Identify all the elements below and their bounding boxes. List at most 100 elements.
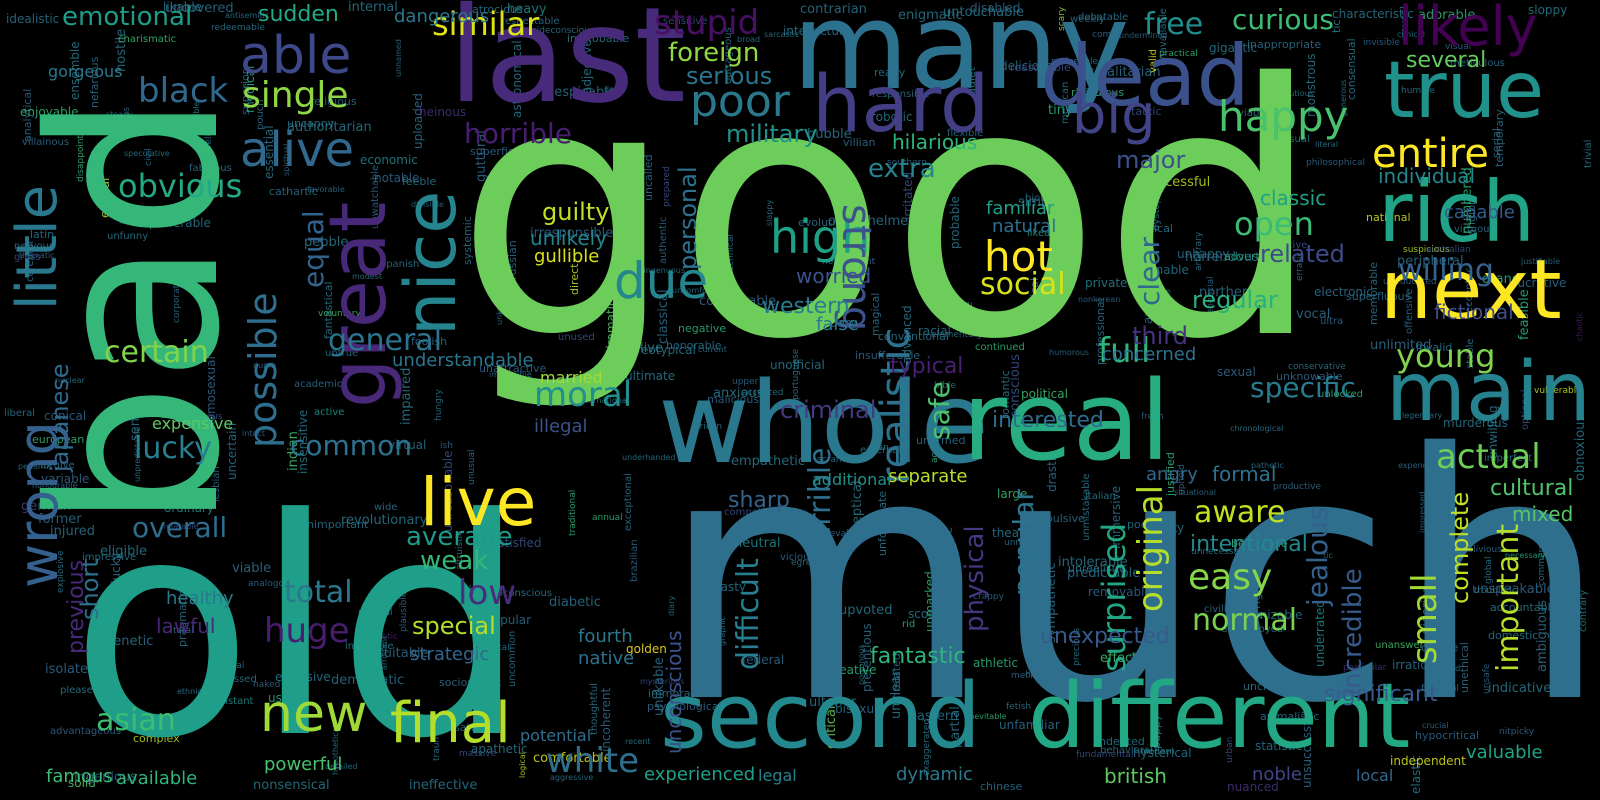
word-federal: federal xyxy=(742,653,785,667)
word-dumb: dumb xyxy=(253,361,277,370)
word-ready: ready xyxy=(874,66,906,79)
word-original: original xyxy=(1131,484,1171,612)
word-unchecked: unchecked xyxy=(1243,680,1303,693)
word-southern: southern xyxy=(887,158,927,168)
word-villian: villian xyxy=(843,136,876,149)
word-suspicious: suspicious xyxy=(1403,245,1450,255)
word-sociopathic: sociopathic xyxy=(439,676,502,689)
word-potential: powerful xyxy=(264,754,343,775)
word-unsatisfied: unsatisfied xyxy=(440,721,501,734)
word-olive: olive xyxy=(632,341,663,356)
word-undermined: undermined xyxy=(1119,31,1168,40)
word-philosophical: philosophical xyxy=(1306,158,1366,168)
word-tactic: tactic xyxy=(1131,105,1162,118)
word-immoral: immoral xyxy=(648,687,694,700)
word-flat: flat xyxy=(1257,210,1272,220)
word-academic: academic xyxy=(294,379,343,390)
word-useful: useful xyxy=(268,691,305,705)
word-practical: practical xyxy=(1159,49,1198,59)
word-separate: additional xyxy=(812,470,892,489)
word-guilty: guilty xyxy=(542,198,610,226)
word-charismatic: charismatic xyxy=(118,34,177,45)
word-last: last xyxy=(448,0,687,133)
word-accountable: accountable xyxy=(1490,601,1558,614)
word-virtual: virtual xyxy=(388,438,427,452)
word-equal: equal xyxy=(297,210,330,288)
word-daily: daily xyxy=(604,85,624,94)
word-main: main xyxy=(1386,345,1591,440)
word-similar: similar xyxy=(432,5,540,43)
word-debatable: debatable xyxy=(1078,12,1129,23)
word-tic: tic xyxy=(1323,551,1333,560)
word-hungry: hungry xyxy=(434,389,444,421)
word-vocal: vocal xyxy=(1296,307,1331,322)
word-thematic: thematic xyxy=(19,251,55,260)
word-emotional: emotional xyxy=(62,2,193,32)
word-unknowable: unknowable xyxy=(1276,370,1343,383)
word-tough: gorgeous xyxy=(48,62,123,81)
word-civilian: civilian xyxy=(1204,604,1239,615)
word-untrue: untrue xyxy=(325,348,359,359)
word-neutral: neutral xyxy=(734,536,781,551)
word-upvoted: upvoted xyxy=(839,603,893,618)
word-ultimate: ultimate xyxy=(625,369,676,383)
word-athletic: athletic xyxy=(973,656,1019,670)
word-terrible: terrible xyxy=(803,447,838,556)
word-creative: creative xyxy=(828,663,877,677)
word-irrational: irrational xyxy=(1392,658,1447,672)
word-social: social xyxy=(980,267,1066,302)
word-sloppy: sloppy xyxy=(1528,3,1568,17)
word-golden: golden xyxy=(626,642,667,656)
word-heinous: heinous xyxy=(419,105,467,119)
word-detailed: detailed xyxy=(325,762,358,771)
word-delicious: delicious xyxy=(1000,59,1053,73)
word-scan: scan xyxy=(868,443,889,453)
word-uneducated: uneducated xyxy=(1383,277,1437,287)
word-enjoyable: enjoyable xyxy=(20,105,79,119)
word-private: private xyxy=(1085,276,1128,290)
word-impulsive: impulsive xyxy=(1032,512,1085,525)
word-expendable: expendable xyxy=(1398,461,1445,470)
word-fundamental: fundamental xyxy=(1076,750,1134,760)
word-unused: unused xyxy=(558,332,595,343)
word-fabulous: fabulous xyxy=(189,163,232,174)
word-horrendous: horrendous xyxy=(1185,250,1259,265)
word-narrative: dynamic xyxy=(896,764,973,785)
word-comic: comic xyxy=(1092,30,1119,40)
word-young: young xyxy=(1396,337,1496,375)
word-several: several xyxy=(1406,48,1487,73)
word-advantageous: advantageous xyxy=(50,726,122,737)
word-chaotic: chaotic xyxy=(1575,311,1584,341)
word-superfluous: superfluous xyxy=(1346,290,1411,303)
word-nonexistent: nonexistent xyxy=(822,257,876,267)
word-predictable: predictable xyxy=(1067,566,1141,581)
word-mysterious: mysterious xyxy=(640,677,685,686)
word-grand: grand xyxy=(1482,272,1521,287)
word-untouchable: untouchable xyxy=(943,5,1024,20)
word-italian: italian xyxy=(1085,491,1116,502)
word-risky: risky xyxy=(1156,521,1185,535)
word-idealistic: idealistic xyxy=(6,12,60,26)
word-nuclear: nuclear xyxy=(55,376,85,385)
word-african: african xyxy=(691,422,723,432)
word-physical: physical xyxy=(960,525,990,632)
word-likeable: likeable xyxy=(1027,228,1066,239)
word-familiar: familiar xyxy=(986,198,1055,219)
word-improbable: improbable xyxy=(567,32,630,45)
word-concerned: concerned xyxy=(1102,344,1197,365)
word-big: big xyxy=(1072,83,1156,146)
word-pedantic: pedantic xyxy=(18,462,53,471)
word-third: third xyxy=(1132,322,1188,350)
word-unequal: unequal xyxy=(208,661,245,671)
word-solid: solid xyxy=(68,776,96,790)
word-revolutionary: revolutionary xyxy=(341,513,428,528)
word-intentional: intentional xyxy=(1190,532,1308,557)
word-hysterical: hysterical xyxy=(1133,746,1192,760)
word-stupid: stupid xyxy=(654,3,760,43)
word-sarcastic: sarcastic xyxy=(764,30,800,39)
word-high: high xyxy=(770,210,871,264)
word-unnecessary: unnecessary xyxy=(1191,547,1249,557)
word-white: white xyxy=(546,741,640,781)
word-chinese: chinese xyxy=(980,780,1023,793)
word-black: black xyxy=(138,71,229,111)
